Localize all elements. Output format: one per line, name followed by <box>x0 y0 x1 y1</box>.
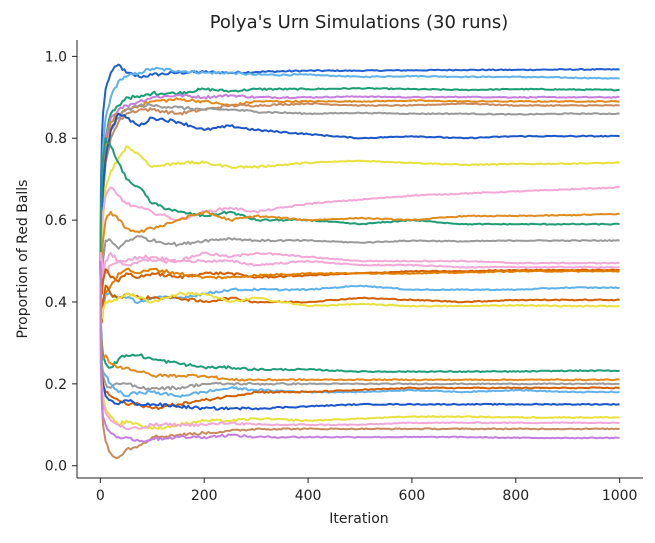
series-line-30 <box>99 260 620 443</box>
series-line-1 <box>99 63 620 262</box>
x-tick-label: 1000 <box>602 488 638 504</box>
series-line-22 <box>99 260 620 382</box>
series-line-25 <box>99 260 620 411</box>
series-line-7 <box>99 103 620 262</box>
y-tick-label: 0.2 <box>45 377 67 393</box>
chart-title: Polya's Urn Simulations (30 runs) <box>210 12 509 33</box>
series-line-8 <box>99 112 620 262</box>
y-tick-label: 0.6 <box>45 213 67 229</box>
y-tick-label: 0.4 <box>45 295 67 311</box>
x-ticks: 0 200 400 600 800 1000 <box>96 478 638 504</box>
series-line-20 <box>99 260 620 320</box>
series-line-13 <box>99 235 620 283</box>
series-line-19 <box>99 260 620 312</box>
x-tick-label: 400 <box>295 488 322 504</box>
y-axis-label: Proportion of Red Balls <box>15 180 31 339</box>
series-line-6 <box>99 102 620 262</box>
series-line-11 <box>99 137 620 262</box>
series-line-5 <box>99 97 620 262</box>
x-tick-label: 800 <box>502 488 529 504</box>
series-line-23 <box>99 260 620 391</box>
y-tick-label: 0.0 <box>45 459 67 475</box>
series-line-24 <box>99 260 620 398</box>
series-line-21 <box>99 260 620 374</box>
y-tick-label: 0.8 <box>45 131 67 147</box>
series-line-17 <box>99 260 620 324</box>
series-layer <box>99 63 620 460</box>
series-line-18 <box>99 260 620 312</box>
y-tick-label: 1.0 <box>45 49 67 65</box>
x-tick-label: 600 <box>399 488 426 504</box>
series-line-3 <box>99 86 620 262</box>
y-ticks: 0.0 0.2 0.4 0.6 0.8 1.0 <box>45 49 77 475</box>
x-tick-label: 0 <box>96 488 105 504</box>
series-line-29 <box>99 260 620 460</box>
series-line-15 <box>99 251 620 275</box>
series-line-28 <box>99 260 620 431</box>
series-line-4 <box>99 93 620 262</box>
x-tick-label: 200 <box>191 488 218 504</box>
series-line-12 <box>99 210 620 283</box>
series-line-2 <box>99 66 620 262</box>
x-axis-label: Iteration <box>329 511 388 527</box>
series-line-26 <box>99 260 620 411</box>
series-line-9 <box>99 145 620 262</box>
